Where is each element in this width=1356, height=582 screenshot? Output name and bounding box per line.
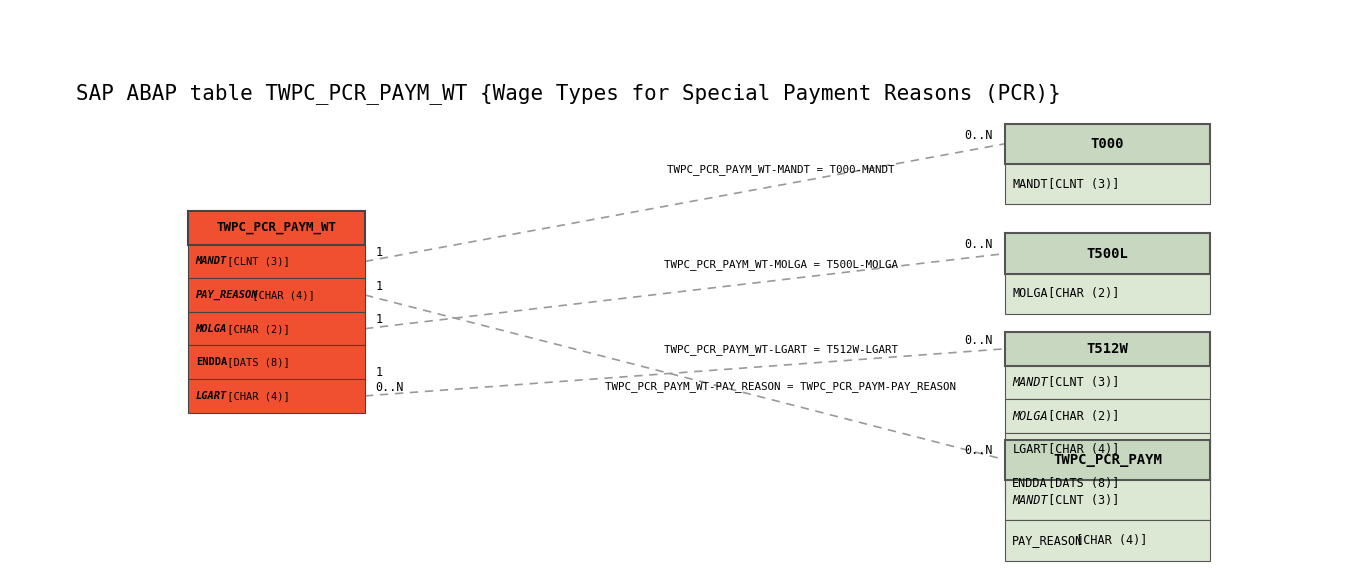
- Bar: [1005, 123, 1210, 164]
- Text: [CHAR (4)]: [CHAR (4)]: [245, 290, 315, 300]
- Text: [CLNT (3)]: [CLNT (3)]: [1041, 376, 1120, 389]
- Text: [CLNT (3)]: [CLNT (3)]: [1041, 178, 1120, 191]
- Text: [CHAR (4)]: [CHAR (4)]: [1041, 443, 1120, 456]
- Bar: [1005, 164, 1210, 204]
- Text: TWPC_PCR_PAYM_WT: TWPC_PCR_PAYM_WT: [217, 221, 336, 235]
- Text: PAY_REASON: PAY_REASON: [195, 290, 258, 300]
- Text: 1: 1: [376, 280, 382, 293]
- Bar: [1005, 480, 1210, 520]
- Text: [DATS (8)]: [DATS (8)]: [1041, 477, 1120, 489]
- Text: [CHAR (2)]: [CHAR (2)]: [221, 324, 290, 333]
- Text: 0..N: 0..N: [964, 333, 993, 346]
- Bar: [188, 211, 365, 244]
- Text: [CLNT (3)]: [CLNT (3)]: [221, 257, 290, 267]
- Bar: [188, 278, 365, 312]
- Text: SAP ABAP table TWPC_PCR_PAYM_WT {Wage Types for Special Payment Reasons (PCR)}: SAP ABAP table TWPC_PCR_PAYM_WT {Wage Ty…: [76, 83, 1062, 104]
- Text: MANDT: MANDT: [1013, 178, 1048, 191]
- Text: MANDT: MANDT: [195, 257, 226, 267]
- Bar: [188, 244, 365, 278]
- Text: [CLNT (3)]: [CLNT (3)]: [1041, 494, 1120, 506]
- Bar: [1005, 274, 1210, 314]
- Bar: [1005, 233, 1210, 274]
- Text: [CHAR (4)]: [CHAR (4)]: [1069, 534, 1147, 547]
- Text: MANDT: MANDT: [1013, 376, 1048, 389]
- Bar: [1005, 399, 1210, 433]
- Bar: [1005, 332, 1210, 365]
- Text: MANDT: MANDT: [1013, 494, 1048, 506]
- Text: PAY_REASON: PAY_REASON: [1013, 534, 1083, 547]
- Text: TWPC_PCR_PAYM_WT-LGART = T512W-LGART: TWPC_PCR_PAYM_WT-LGART = T512W-LGART: [664, 345, 898, 356]
- Text: [DATS (8)]: [DATS (8)]: [221, 357, 290, 367]
- Text: T512W: T512W: [1086, 342, 1128, 356]
- Text: [CHAR (2)]: [CHAR (2)]: [1041, 288, 1120, 300]
- Text: 1
0..N: 1 0..N: [376, 365, 404, 393]
- Text: TWPC_PCR_PAYM_WT-MOLGA = T500L-MOLGA: TWPC_PCR_PAYM_WT-MOLGA = T500L-MOLGA: [664, 259, 898, 270]
- Bar: [188, 312, 365, 346]
- Text: TWPC_PCR_PAYM: TWPC_PCR_PAYM: [1054, 453, 1162, 467]
- Text: 1: 1: [376, 313, 382, 327]
- Text: MOLGA: MOLGA: [1013, 288, 1048, 300]
- Bar: [188, 379, 365, 413]
- Text: T500L: T500L: [1086, 247, 1128, 261]
- Bar: [1005, 433, 1210, 466]
- Bar: [1005, 365, 1210, 399]
- Text: 1: 1: [376, 246, 382, 259]
- Text: MOLGA: MOLGA: [195, 324, 226, 333]
- Text: T000: T000: [1090, 137, 1124, 151]
- Text: MOLGA: MOLGA: [1013, 410, 1048, 423]
- Text: 0..N: 0..N: [964, 445, 993, 457]
- Text: TWPC_PCR_PAYM_WT-PAY_REASON = TWPC_PCR_PAYM-PAY_REASON: TWPC_PCR_PAYM_WT-PAY_REASON = TWPC_PCR_P…: [606, 381, 956, 392]
- Text: ENDDA: ENDDA: [195, 357, 226, 367]
- Bar: [1005, 520, 1210, 560]
- Text: 0..N: 0..N: [964, 129, 993, 141]
- Text: [CHAR (4)]: [CHAR (4)]: [221, 391, 290, 401]
- Bar: [188, 346, 365, 379]
- Text: [CHAR (2)]: [CHAR (2)]: [1041, 410, 1120, 423]
- Text: ENDDA: ENDDA: [1013, 477, 1048, 489]
- Text: 0..N: 0..N: [964, 239, 993, 251]
- Bar: [1005, 466, 1210, 500]
- Bar: [1005, 439, 1210, 480]
- Text: TWPC_PCR_PAYM_WT-MANDT = T000-MANDT: TWPC_PCR_PAYM_WT-MANDT = T000-MANDT: [667, 164, 895, 175]
- Text: LGART: LGART: [195, 391, 226, 401]
- Text: LGART: LGART: [1013, 443, 1048, 456]
